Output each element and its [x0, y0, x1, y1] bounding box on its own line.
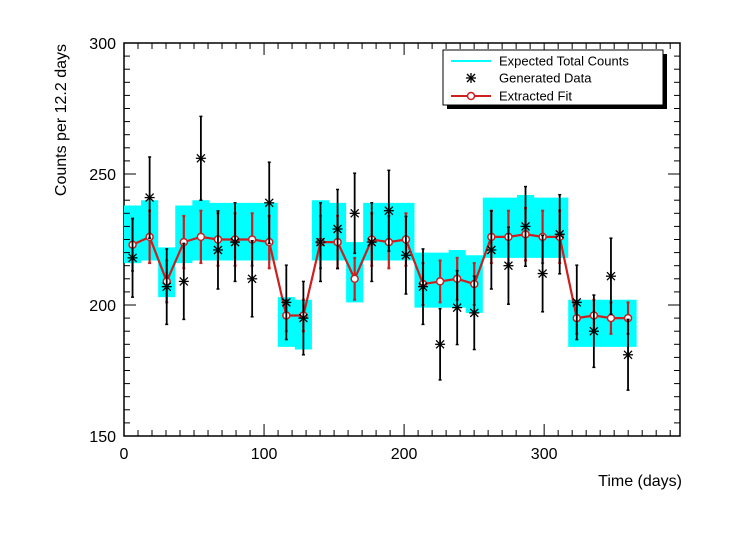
- y-tick-label: 300: [89, 36, 116, 53]
- data-point: [144, 192, 155, 203]
- data-point: [588, 326, 599, 337]
- data-point: [161, 281, 172, 292]
- data-point: [281, 297, 292, 308]
- data-point: [247, 273, 258, 284]
- data-point: [212, 244, 223, 255]
- x-tick-label: 200: [391, 446, 418, 463]
- y-tick-label: 200: [89, 298, 116, 315]
- y-tick-label: 250: [89, 167, 116, 184]
- data-point: [605, 271, 616, 282]
- data-point: [349, 208, 360, 219]
- data-point: [503, 260, 514, 271]
- data-point: [418, 281, 429, 292]
- data-point: [435, 339, 446, 350]
- legend: Expected Total Counts Generated Data Ext…: [442, 49, 667, 109]
- fit-point: [606, 313, 616, 323]
- axes-ticks: [123, 42, 680, 437]
- x-tick-label: 300: [531, 446, 558, 463]
- data-point: [486, 244, 497, 255]
- data-point: [230, 237, 241, 248]
- legend-label-expected: Expected Total Counts: [499, 54, 629, 69]
- data-point: [537, 268, 548, 279]
- data-point: [298, 313, 309, 324]
- data-point: [400, 250, 411, 261]
- fit-point: [350, 274, 359, 284]
- data-point: [452, 302, 463, 313]
- data-point: [315, 237, 326, 248]
- data-point: [366, 237, 377, 248]
- data-point: [554, 229, 565, 240]
- data-point: [520, 221, 531, 232]
- x-tick-label: 0: [120, 446, 129, 463]
- data-point: [264, 197, 275, 208]
- y-axis-title: Counts per 12.2 days: [53, 44, 70, 196]
- data-point: [623, 349, 634, 360]
- fit-point: [196, 232, 206, 242]
- y-tick-label: 150: [89, 429, 116, 446]
- legend-label-data: Generated Data: [499, 71, 592, 86]
- legend-fit-marker-icon: [466, 91, 476, 101]
- data-points-layer: [127, 115, 634, 391]
- data-point: [195, 153, 206, 164]
- data-point: [383, 205, 394, 216]
- data-point: [178, 276, 189, 287]
- fit-point: [435, 277, 445, 286]
- legend-label-fit: Extracted Fit: [499, 89, 572, 104]
- data-point: [571, 297, 582, 308]
- legend-data-marker-icon: [466, 73, 476, 83]
- data-point: [469, 307, 480, 318]
- data-point: [332, 224, 343, 235]
- tick-labels: 0 100 200 300 150 200 250 300: [89, 36, 557, 463]
- x-tick-label: 100: [251, 446, 278, 463]
- data-point: [127, 252, 138, 263]
- x-axis-title: Time (days): [598, 473, 682, 490]
